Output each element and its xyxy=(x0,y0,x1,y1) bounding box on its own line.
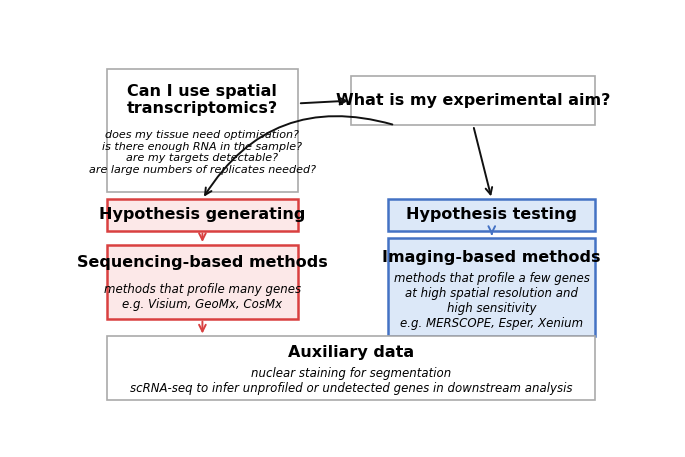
Text: Auxiliary data: Auxiliary data xyxy=(288,345,414,360)
Text: methods that profile many genes
e.g. Visium, GeoMx, CosMx: methods that profile many genes e.g. Vis… xyxy=(104,282,301,311)
FancyBboxPatch shape xyxy=(351,76,595,125)
Text: nuclear staining for segmentation
scRNA-seq to infer unprofiled or undetected ge: nuclear staining for segmentation scRNA-… xyxy=(130,367,572,395)
Text: does my tissue need optimisation?
is there enough RNA in the sample?
are my targ: does my tissue need optimisation? is the… xyxy=(89,130,316,175)
Text: Sequencing-based methods: Sequencing-based methods xyxy=(77,255,328,270)
Text: Hypothesis generating: Hypothesis generating xyxy=(99,207,306,223)
FancyBboxPatch shape xyxy=(107,199,298,231)
FancyBboxPatch shape xyxy=(107,245,298,319)
FancyBboxPatch shape xyxy=(107,336,595,400)
FancyBboxPatch shape xyxy=(107,69,298,192)
FancyBboxPatch shape xyxy=(388,238,595,336)
Text: Imaging-based methods: Imaging-based methods xyxy=(382,250,601,265)
Text: Hypothesis testing: Hypothesis testing xyxy=(406,207,577,223)
FancyBboxPatch shape xyxy=(388,199,595,231)
Text: What is my experimental aim?: What is my experimental aim? xyxy=(336,93,610,108)
Text: methods that profile a few genes
at high spatial resolution and
high sensitivity: methods that profile a few genes at high… xyxy=(394,272,590,330)
Text: Can I use spatial
transcriptomics?: Can I use spatial transcriptomics? xyxy=(127,84,278,116)
